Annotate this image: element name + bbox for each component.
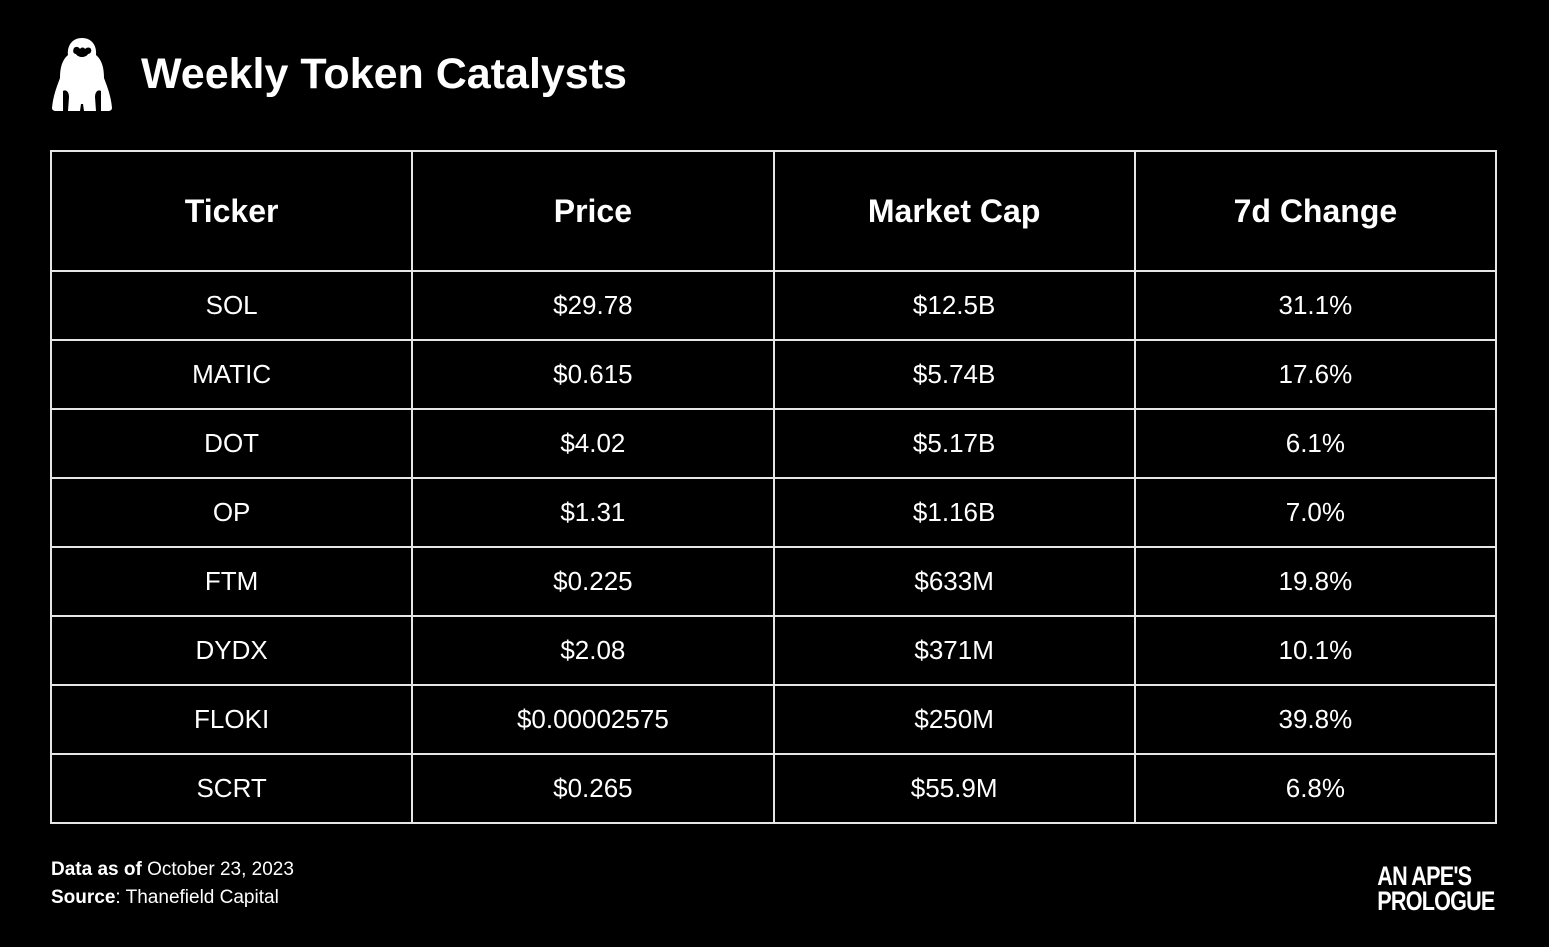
change-cell: 19.8%	[1133, 546, 1498, 617]
change-cell: 6.1%	[1133, 408, 1498, 479]
brand-logo: AN APE'S PROLOGUE	[1377, 861, 1496, 916]
column-header: 7d Change	[1133, 150, 1498, 272]
change-cell: 31.1%	[1133, 270, 1498, 341]
ticker-cell: FTM	[49, 546, 414, 617]
market-cap-cell: $250M	[772, 684, 1136, 755]
brand-logo-line-2: PROLOGUE	[1377, 886, 1496, 916]
price-cell: $0.265	[411, 753, 775, 824]
source-value: : Thanefield Capital	[115, 887, 279, 908]
change-cell: 17.6%	[1133, 339, 1498, 410]
data-date-value: October 23, 2023	[141, 859, 294, 880]
price-cell: $2.08	[411, 615, 775, 686]
ticker-cell: SOL	[49, 270, 414, 341]
price-cell: $0.00002575	[411, 684, 775, 755]
ticker-cell: OP	[49, 477, 414, 548]
table-row: SOL $29.78 $12.5B 31.1%	[49, 270, 1498, 341]
price-cell: $1.31	[411, 477, 775, 548]
ticker-cell: FLOKI	[49, 684, 414, 755]
ticker-cell: DYDX	[49, 615, 414, 686]
table-row: MATIC $0.615 $5.74B 17.6%	[49, 339, 1498, 410]
header: Weekly Token Catalysts	[50, 34, 627, 114]
market-cap-cell: $633M	[772, 546, 1136, 617]
price-cell: $29.78	[411, 270, 775, 341]
column-header: Market Cap	[772, 150, 1136, 272]
footer-notes: Data as of October 23, 2023 Source: Than…	[51, 856, 294, 912]
table-row: DYDX $2.08 $371M 10.1%	[49, 615, 1498, 686]
table-row: OP $1.31 $1.16B 7.0%	[49, 477, 1498, 548]
market-cap-cell: $1.16B	[772, 477, 1136, 548]
price-cell: $0.615	[411, 339, 775, 410]
column-header: Price	[411, 150, 775, 272]
brand-logo-line-1: AN APE'S	[1377, 861, 1473, 891]
market-cap-cell: $5.74B	[772, 339, 1136, 410]
change-cell: 7.0%	[1133, 477, 1498, 548]
ticker-cell: DOT	[49, 408, 414, 479]
price-cell: $0.225	[411, 546, 775, 617]
ticker-cell: MATIC	[49, 339, 414, 410]
market-cap-cell: $371M	[772, 615, 1136, 686]
table-row: FLOKI $0.00002575 $250M 39.8%	[49, 684, 1498, 755]
market-cap-cell: $5.17B	[772, 408, 1136, 479]
source-label: Source	[51, 887, 116, 908]
market-cap-cell: $12.5B	[772, 270, 1136, 341]
table-row: FTM $0.225 $633M 19.8%	[49, 546, 1498, 617]
column-header: Ticker	[49, 150, 414, 272]
price-cell: $4.02	[411, 408, 775, 479]
page-title: Weekly Token Catalysts	[141, 49, 627, 98]
table-row: SCRT $0.265 $55.9M 6.8%	[49, 753, 1498, 824]
change-cell: 10.1%	[1133, 615, 1498, 686]
source-line: Source: Thanefield Capital	[51, 884, 294, 912]
change-cell: 39.8%	[1133, 684, 1498, 755]
ape-silhouette-icon	[52, 38, 112, 111]
ticker-cell: SCRT	[49, 753, 414, 824]
data-date-line: Data as of October 23, 2023	[51, 856, 294, 884]
table-header-row: Ticker Price Market Cap 7d Change	[49, 150, 1498, 272]
data-date-label: Data as of	[51, 859, 142, 880]
table-row: DOT $4.02 $5.17B 6.1%	[49, 408, 1498, 479]
market-cap-cell: $55.9M	[772, 753, 1136, 824]
change-cell: 6.8%	[1133, 753, 1498, 824]
token-table: Ticker Price Market Cap 7d Change SOL $29.78…	[49, 150, 1498, 824]
table-body: SOL $29.78 $12.5B 31.1% MATIC $0.615 $5.74B 17.…	[49, 270, 1498, 824]
